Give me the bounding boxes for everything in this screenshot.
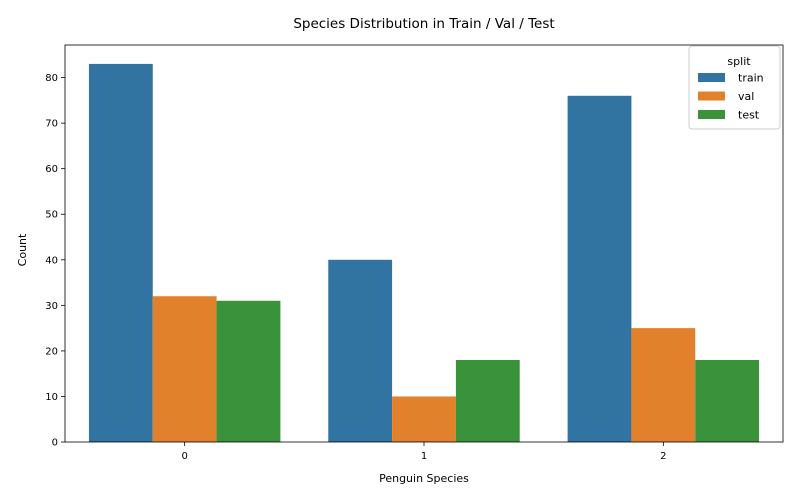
bar-train-2 bbox=[567, 95, 632, 443]
bar-train-0 bbox=[88, 63, 153, 443]
y-tick-label: 40 bbox=[45, 255, 58, 266]
x-tick-label: 0 bbox=[181, 451, 187, 462]
y-tick-label: 30 bbox=[45, 301, 58, 312]
y-tick-label: 0 bbox=[52, 438, 58, 449]
bar-val-1 bbox=[392, 396, 456, 442]
bar-val-2 bbox=[631, 328, 696, 442]
chart-title: Species Distribution in Train / Val / Te… bbox=[293, 16, 554, 32]
legend-label-test: test bbox=[738, 109, 760, 122]
y-axis-label: Count bbox=[16, 233, 29, 266]
legend-swatch-train bbox=[698, 73, 725, 82]
bar-test-0 bbox=[216, 300, 281, 442]
y-tick-label: 20 bbox=[45, 346, 58, 357]
legend-title: split bbox=[727, 55, 751, 68]
legend-frame bbox=[688, 45, 781, 130]
y-tick-label: 80 bbox=[45, 73, 58, 84]
legend-label-train: train bbox=[738, 72, 764, 85]
bar-train-1 bbox=[328, 259, 393, 442]
bars-layer bbox=[88, 63, 760, 443]
legend: split train val test bbox=[688, 45, 781, 130]
legend-swatch-val bbox=[698, 91, 725, 101]
legend-swatch-test bbox=[698, 110, 725, 119]
y-tick-label: 10 bbox=[45, 392, 58, 403]
bar-test-2 bbox=[695, 360, 760, 442]
y-tick-label: 50 bbox=[45, 210, 58, 221]
axes-layer: 0 10 20 30 40 50 60 70 80 0 1 2 bbox=[45, 44, 784, 462]
y-tick-label: 70 bbox=[45, 119, 58, 130]
y-tick-label: 60 bbox=[45, 164, 58, 175]
legend-label-val: val bbox=[738, 90, 754, 103]
bar-test-1 bbox=[455, 360, 520, 442]
bar-val-0 bbox=[152, 296, 217, 442]
x-axis-label: Penguin Species bbox=[379, 472, 469, 485]
legend-items: train val test bbox=[698, 72, 764, 122]
x-tick-label: 2 bbox=[660, 451, 666, 462]
x-tick-label: 1 bbox=[421, 451, 427, 462]
